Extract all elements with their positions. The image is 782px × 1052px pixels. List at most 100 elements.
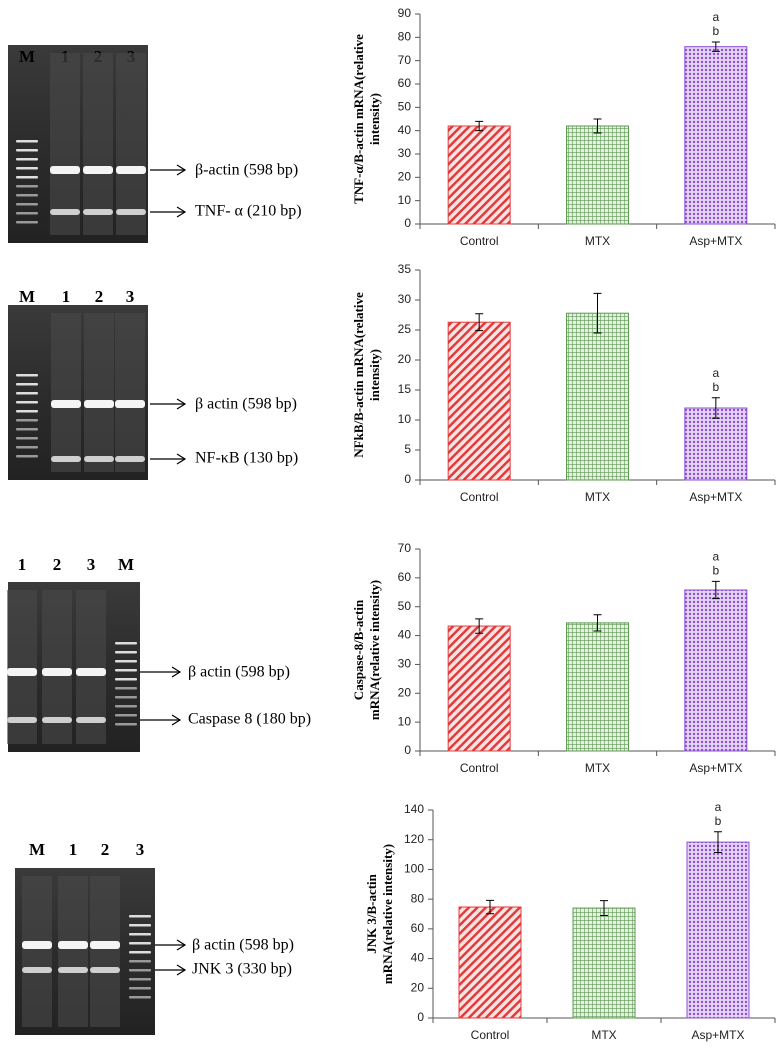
ladder-band xyxy=(16,158,38,161)
y-axis-title: TNF-α/Β-actin mRNA(relativeintensity) xyxy=(351,34,382,204)
band-label: NF-κB (130 bp) xyxy=(195,450,298,467)
error-bar xyxy=(486,899,494,915)
ladder-band xyxy=(115,714,137,717)
bar xyxy=(686,841,750,1019)
y-tick-label: 25 xyxy=(398,322,412,336)
y-tick-label: 30 xyxy=(398,292,412,306)
gel-band xyxy=(115,400,145,408)
error-bar xyxy=(600,900,608,916)
ladder-band xyxy=(129,978,151,981)
y-tick-label: 80 xyxy=(411,891,425,905)
band-label: β actin (598 bp) xyxy=(192,937,294,954)
ladder-band xyxy=(16,428,38,431)
y-tick-label: 10 xyxy=(398,714,412,728)
y-tick-label: 100 xyxy=(404,862,424,876)
y-tick-label: 50 xyxy=(398,599,412,613)
bar xyxy=(684,407,748,481)
gel-band xyxy=(90,967,120,973)
y-tick-label: 15 xyxy=(398,382,412,396)
gel-band xyxy=(22,941,52,949)
gel-band xyxy=(116,209,146,215)
y-tick-label: 120 xyxy=(404,832,424,846)
ladder-band xyxy=(115,669,137,672)
x-tick-label: MTX xyxy=(585,234,610,248)
y-axis-title-line: JNK 3/Β-actin xyxy=(364,873,379,954)
gel-band xyxy=(7,717,37,723)
y-tick-label: 10 xyxy=(398,193,412,207)
ladder-band xyxy=(16,203,38,206)
x-tick-label: Control xyxy=(471,1028,510,1042)
ladder-band xyxy=(129,969,151,972)
lane-label: 2 xyxy=(53,555,62,574)
y-axis-title-line: TNF-α/Β-actin mRNA(relative xyxy=(351,34,366,204)
annotation: a xyxy=(712,366,719,380)
gel-band xyxy=(50,209,80,215)
band-label: TNF- α (210 bp) xyxy=(195,203,302,220)
x-tick-label: Asp+MTX xyxy=(689,234,742,248)
ladder-band xyxy=(115,678,137,681)
y-axis-title-line: intensity) xyxy=(367,349,382,401)
lane-label: 1 xyxy=(18,555,27,574)
ladder-band xyxy=(129,942,151,945)
lane-label: 2 xyxy=(101,840,110,859)
ladder-band xyxy=(115,660,137,663)
ladder-band xyxy=(129,960,151,963)
ladder-band xyxy=(16,392,38,395)
x-tick-label: MTX xyxy=(591,1028,616,1042)
gel-band xyxy=(83,166,113,174)
y-tick-label: 30 xyxy=(398,146,412,160)
ladder-band xyxy=(16,437,38,440)
lane-label: 2 xyxy=(95,287,104,306)
y-tick-label: 40 xyxy=(398,123,412,137)
bar xyxy=(566,312,629,481)
ladder-band xyxy=(16,383,38,386)
arrow-head xyxy=(171,666,182,678)
annotation: b xyxy=(712,563,719,577)
band-label: JNK 3 (330 bp) xyxy=(192,961,292,978)
y-tick-label: 0 xyxy=(404,743,411,757)
band-label: β-actin (598 bp) xyxy=(195,162,298,179)
arrow-head xyxy=(176,939,187,951)
arrow-head xyxy=(176,398,187,410)
ladder-band xyxy=(115,687,137,690)
ladder-band xyxy=(129,933,151,936)
arrow-head xyxy=(176,164,187,176)
y-tick-label: 20 xyxy=(398,685,412,699)
lane-label: M xyxy=(19,287,35,306)
annotation: b xyxy=(715,814,722,828)
gel-band xyxy=(84,400,114,408)
lane-smear xyxy=(90,876,120,1027)
y-tick-label: 0 xyxy=(404,216,411,230)
ladder-band xyxy=(16,374,38,377)
ladder-band xyxy=(16,221,38,224)
band-label: β actin (598 bp) xyxy=(188,664,290,681)
gel-band xyxy=(90,941,120,949)
y-tick-label: 60 xyxy=(411,921,425,935)
ladder-band xyxy=(115,723,137,726)
x-tick-label: Asp+MTX xyxy=(691,1028,744,1042)
x-tick-label: MTX xyxy=(585,490,610,504)
arrow-head xyxy=(176,206,187,218)
y-axis-title-line: NFkB/Β-actin mRNA(relative xyxy=(351,292,366,458)
gel-band xyxy=(76,668,106,676)
ladder-band xyxy=(16,455,38,458)
arrow-head xyxy=(176,964,187,976)
ladder-band xyxy=(16,410,38,413)
ladder-band xyxy=(115,705,137,708)
ladder-band xyxy=(129,996,151,999)
x-tick-label: Control xyxy=(460,761,499,775)
ladder-band xyxy=(16,149,38,152)
y-tick-label: 0 xyxy=(404,472,411,486)
y-tick-label: 70 xyxy=(398,541,412,555)
gel-band xyxy=(42,668,72,676)
y-tick-label: 90 xyxy=(398,6,412,20)
bar xyxy=(566,622,629,752)
gel-band xyxy=(115,456,145,462)
y-tick-label: 50 xyxy=(398,100,412,114)
y-axis-title-line: mRNA(relative intensity) xyxy=(367,580,382,720)
gel-band xyxy=(84,456,114,462)
gel-band xyxy=(83,209,113,215)
